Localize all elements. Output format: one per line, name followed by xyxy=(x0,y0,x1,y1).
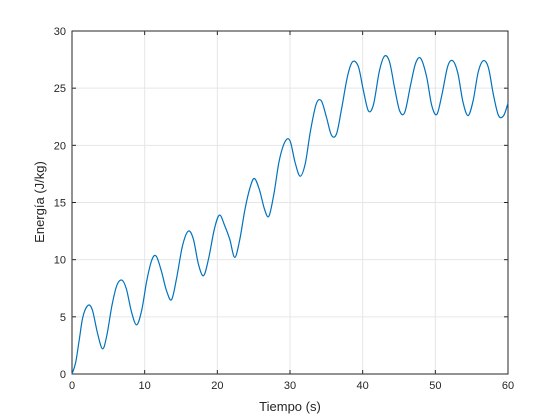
ticks: 0 10 20 30 40 50 60 0 5 10 15 20 25 30 xyxy=(54,26,514,392)
x-tick-label: 30 xyxy=(284,380,296,392)
x-tick-label: 0 xyxy=(69,380,75,392)
y-tick-label: 0 xyxy=(60,369,66,381)
x-tick-label: 10 xyxy=(139,380,151,392)
x-axis-label: Tiempo (s) xyxy=(259,399,321,414)
series-line xyxy=(71,55,509,375)
y-axis-label: Energía (J/kg) xyxy=(32,161,47,243)
y-tick-label: 5 xyxy=(60,312,66,324)
y-tick-label: 15 xyxy=(54,198,66,210)
grid xyxy=(72,31,508,374)
y-tick-label: 25 xyxy=(54,83,66,95)
y-tick-label: 20 xyxy=(54,140,66,152)
x-tick-label: 60 xyxy=(502,380,514,392)
x-tick-label: 40 xyxy=(357,380,369,392)
y-tick-label: 10 xyxy=(54,255,66,267)
y-tick-label: 30 xyxy=(54,26,66,38)
x-tick-label: 20 xyxy=(211,380,223,392)
x-tick-label: 50 xyxy=(429,380,441,392)
